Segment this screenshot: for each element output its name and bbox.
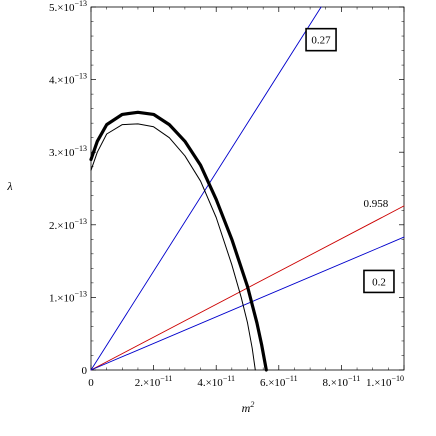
- series-line-2: [90, 236, 405, 371]
- x-tick-label: 2.×10−11: [135, 374, 173, 389]
- series-line-3: [89, 110, 268, 372]
- x-tick-label: 0: [88, 377, 94, 389]
- x-tick-label: 8.×10−11: [323, 374, 361, 389]
- y-axis-title: λ: [6, 179, 12, 193]
- annotation-label: 0.2: [372, 276, 386, 288]
- y-tick-label: 3.×10−13: [49, 144, 87, 159]
- y-tick-label: 4.×10−13: [49, 72, 87, 87]
- series-line-4: [90, 123, 256, 371]
- annotation-1: 0.958: [363, 198, 388, 210]
- series-line-0: [90, 6, 322, 371]
- annotations-layer: 0.27 0.958 0.2: [305, 27, 395, 294]
- annotation-label: 0.958: [363, 198, 388, 210]
- y-tick-label: 1.×10−13: [49, 289, 87, 304]
- series-layer: [89, 6, 405, 372]
- plot-frame: [90, 6, 405, 371]
- y-tick-label: 0: [82, 365, 88, 377]
- x-tick-label: 6.×10−11: [260, 374, 298, 389]
- annotation-box: [363, 269, 395, 294]
- y-tick-label: 5.×10−13: [49, 0, 87, 14]
- annotation-label: 0.27: [311, 35, 331, 47]
- x-axis-title: m2: [242, 400, 255, 415]
- x-tick-label: 4.×10−11: [197, 374, 235, 389]
- annotation-0: 0.27: [305, 27, 337, 52]
- annotation-box: [305, 27, 337, 52]
- x-tick-label: 1.×10−10: [366, 374, 404, 389]
- annotation-2: 0.2: [363, 269, 395, 294]
- y-tick-label: 2.×10−13: [49, 217, 87, 232]
- ticks-layer: 0 2.×10−11 4.×10−11 6.×10−11 8.×10−11 1.×10−1…: [49, 0, 405, 389]
